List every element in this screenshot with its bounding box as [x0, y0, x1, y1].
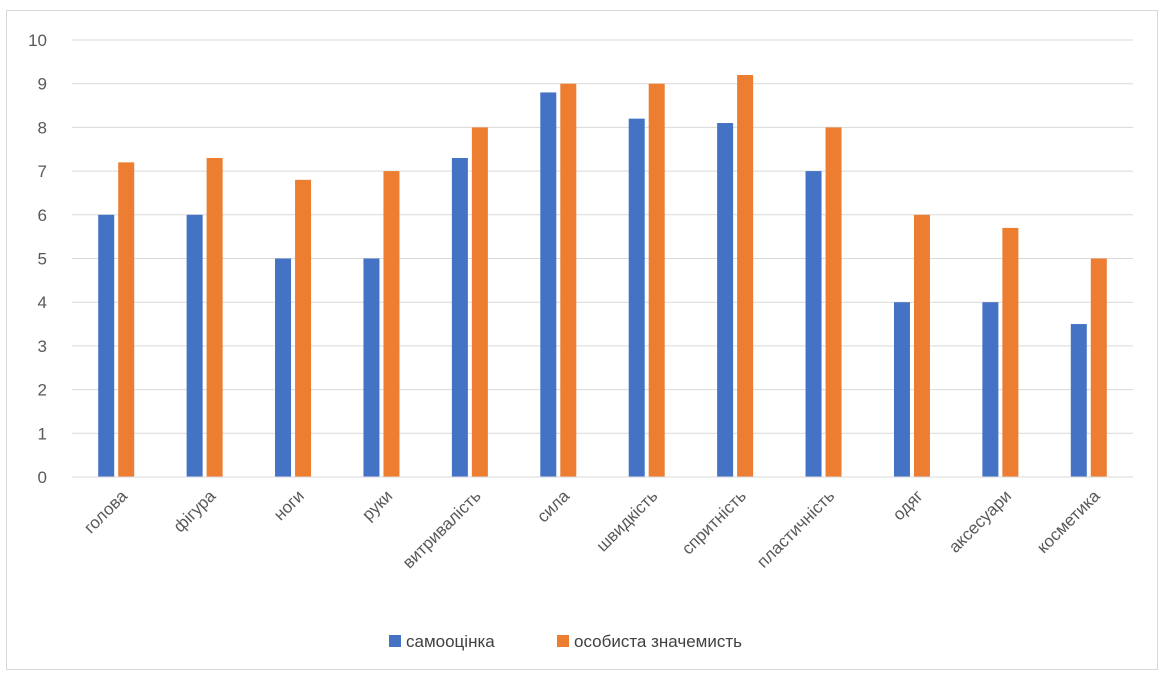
y-tick-label: 4: [38, 293, 47, 312]
x-category-label: сила: [533, 486, 573, 526]
legend-swatch: [389, 635, 401, 647]
x-category-label: пластичність: [753, 486, 838, 571]
x-category-label: голова: [80, 486, 131, 537]
bar-series-1: [98, 214, 115, 478]
y-tick-label: 6: [38, 206, 47, 225]
x-category-label: фігура: [170, 486, 220, 536]
y-tick-label: 9: [38, 75, 47, 94]
bar-series-2: [825, 127, 842, 478]
legend-swatch: [557, 635, 569, 647]
bar-series-1: [805, 171, 822, 477]
bar-series-1: [363, 258, 380, 477]
bar-series-2: [1002, 227, 1019, 477]
bar-series-1: [717, 123, 734, 477]
y-tick-label: 5: [38, 250, 47, 269]
y-tick-label: 0: [38, 468, 47, 487]
bar-series-1: [275, 258, 292, 477]
x-axis-ticks: голова фігура ноги руки витривалість сила швид…: [80, 486, 1104, 572]
bar-series-2: [383, 171, 400, 477]
bar-series-2: [1090, 258, 1107, 477]
bar-series-2: [648, 83, 665, 477]
bar-series-2: [737, 74, 754, 478]
bar-series-1: [451, 157, 468, 478]
bar-series-2: [206, 157, 223, 478]
bar-series-2: [118, 162, 135, 478]
bar-series-2: [913, 214, 930, 478]
x-category-label: витривалість: [399, 486, 485, 572]
bar-series-1: [540, 92, 557, 477]
bar-series-2: [295, 179, 312, 477]
x-category-label: спритність: [678, 486, 750, 558]
legend-label: особиста значемисть: [574, 632, 742, 651]
x-category-label: ноги: [270, 486, 308, 524]
y-axis-ticks: 0 1 2 3 4 5 6 7 8 9 10: [28, 31, 47, 487]
legend: самооцінка особиста значемисть: [389, 632, 742, 651]
bar-series-2: [560, 83, 577, 477]
x-category-label: аксесуари: [945, 486, 1015, 556]
bar-series-2: [471, 127, 488, 478]
y-tick-label: 2: [38, 381, 47, 400]
y-tick-label: 8: [38, 118, 47, 137]
y-tick-label: 10: [28, 31, 47, 50]
bars: [98, 74, 1107, 478]
x-category-label: одяг: [889, 486, 927, 524]
bar-series-1: [628, 118, 645, 477]
bar-series-1: [186, 214, 203, 478]
legend-label: самооцінка: [406, 632, 495, 651]
bar-series-1: [893, 302, 910, 477]
y-tick-label: 3: [38, 337, 47, 356]
x-category-label: косметика: [1033, 486, 1104, 557]
y-tick-label: 7: [38, 162, 47, 181]
x-category-label: швидкість: [593, 486, 662, 555]
bar-series-1: [1070, 324, 1087, 477]
bar-series-1: [982, 302, 999, 477]
gridlines: [72, 39, 1133, 434]
y-tick-label: 1: [38, 424, 47, 443]
x-category-label: руки: [358, 486, 396, 524]
